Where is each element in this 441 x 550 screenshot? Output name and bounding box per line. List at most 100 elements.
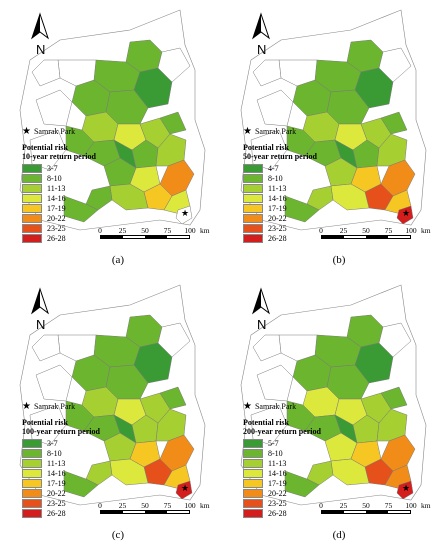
legend-swatch xyxy=(243,508,263,518)
north-arrow: N xyxy=(249,12,273,57)
legend-swatch xyxy=(243,203,263,213)
map-panel-d: ★ N ★ Samrak Park Potential risk 200-year ret… xyxy=(221,275,441,550)
legend-swatch xyxy=(243,458,263,468)
legend-class-label: 14-16 xyxy=(268,193,287,203)
legend-class-label: 11-13 xyxy=(268,183,287,193)
north-label: N xyxy=(36,317,46,332)
samrak-park-legend: ★ Samrak Park xyxy=(22,401,75,412)
legend-entry: 3-7 xyxy=(22,438,100,448)
legend-title: Potential risk xyxy=(243,143,289,152)
legend-entry: 17-19 xyxy=(243,478,321,488)
legend-swatch xyxy=(22,183,42,193)
risk-legend: Potential risk 50-year return period 4-7 8-… xyxy=(243,143,317,243)
map-panel-b: ★ N ★ Samrak Park Potential risk 50-year retu… xyxy=(221,0,441,275)
district-region xyxy=(159,386,187,410)
legend-swatch xyxy=(22,173,42,183)
district-region xyxy=(396,480,414,500)
district-region xyxy=(284,470,320,498)
legend-title: Potential risk xyxy=(22,143,68,152)
legend-swatch xyxy=(243,488,263,498)
star-icon: ★ xyxy=(243,126,252,137)
panel-caption: (d) xyxy=(332,529,346,541)
samrak-park-marker: ★ xyxy=(402,208,410,218)
legend-swatch xyxy=(22,468,42,478)
scale-bar-graphic xyxy=(321,510,411,514)
legend-swatch xyxy=(243,173,263,183)
samrak-park-legend: ★ Samrak Park xyxy=(22,126,75,137)
legend-swatch xyxy=(22,448,42,458)
legend-swatch xyxy=(22,223,42,233)
district-region xyxy=(256,89,294,127)
legend-class-label: 11-13 xyxy=(47,458,66,468)
legend-entry: 14-16 xyxy=(243,193,317,203)
scale-tick-label: 100 xyxy=(405,501,417,510)
district-region xyxy=(380,111,408,135)
legend-class-label: 17-19 xyxy=(47,478,66,488)
scale-tick-label: 25 xyxy=(118,501,127,510)
samrak-park-label: Samrak Park xyxy=(33,402,76,411)
map-panel-c: ★ N ★ Samrak Park Potential risk 100-year ret… xyxy=(0,275,220,550)
samrak-park-label: Samrak Park xyxy=(254,402,297,411)
legend-class-label: 20-22 xyxy=(47,213,66,223)
district-region xyxy=(35,364,73,402)
region-map: ★ xyxy=(19,284,206,506)
scale-tick-label: 100 xyxy=(184,226,196,235)
panel-caption: (b) xyxy=(332,254,346,266)
scale-bar-graphic xyxy=(100,510,190,514)
legend-entry: 8-10 xyxy=(243,448,321,458)
legend-class-label: 20-22 xyxy=(268,213,287,223)
district-region xyxy=(306,460,334,486)
legend-swatch xyxy=(243,183,263,193)
legend-swatch xyxy=(22,508,42,518)
samrak-park-legend: ★ Samrak Park xyxy=(243,401,296,412)
legend-class-label: 17-19 xyxy=(268,203,287,213)
legend-class-label: 23-25 xyxy=(268,223,287,233)
legend-entry: 17-19 xyxy=(243,203,317,213)
scale-unit: km xyxy=(200,226,210,235)
legend-class-label: 14-16 xyxy=(47,468,66,478)
region-map: ★ xyxy=(240,284,427,506)
legend-class-label: 17-19 xyxy=(47,203,66,213)
legend-entry: 11-13 xyxy=(22,183,96,193)
district-region xyxy=(175,480,193,500)
north-label: N xyxy=(257,42,267,57)
legend-class-label: 20-22 xyxy=(47,488,66,498)
panel-caption: (c) xyxy=(111,529,125,541)
legend-entry: 20-22 xyxy=(243,213,317,223)
legend-class-label: 23-25 xyxy=(47,498,66,508)
district-region xyxy=(29,404,67,446)
scale-bar: 0 25 50 75 100 km xyxy=(319,226,431,239)
legend-class-label: 17-19 xyxy=(268,478,287,488)
scale-tick-label: 100 xyxy=(184,501,196,510)
district-region xyxy=(378,322,412,358)
legend-subtitle: 50-year return period xyxy=(243,152,317,161)
legend-subtitle: 100-year return period xyxy=(22,427,100,436)
samrak-park-legend: ★ Samrak Park xyxy=(243,126,296,137)
district-region xyxy=(35,89,73,127)
legend-subtitle: 10-year return period xyxy=(22,152,96,161)
legend-class-label: 23-25 xyxy=(268,498,287,508)
legend-entry: 20-22 xyxy=(22,213,96,223)
scale-tick-label: 75 xyxy=(384,226,393,235)
north-arrow-icon xyxy=(31,287,49,315)
legend-swatch xyxy=(243,438,263,448)
legend-class-label: 14-16 xyxy=(47,193,66,203)
legend-title: Potential risk xyxy=(243,418,289,427)
legend-entry: 26-28 xyxy=(243,508,321,518)
district-region xyxy=(29,129,67,171)
legend-swatch xyxy=(243,223,263,233)
samrak-park-marker: ★ xyxy=(181,208,189,218)
legend-class-label: 8-10 xyxy=(268,448,283,458)
scale-tick-label: 25 xyxy=(339,226,348,235)
legend-entry: 17-19 xyxy=(22,478,100,488)
legend-subtitle: 200-year return period xyxy=(243,427,321,436)
district-region xyxy=(85,185,113,211)
legend-class-label: 4-7 xyxy=(268,163,279,173)
district-region xyxy=(31,59,61,87)
north-arrow: N xyxy=(249,287,273,332)
legend-class-label: 8-10 xyxy=(268,173,283,183)
risk-legend: Potential risk 200-year return period 5-7 8… xyxy=(243,418,321,518)
legend-swatch xyxy=(243,193,263,203)
legend-class-label: 26-28 xyxy=(47,508,66,518)
legend-class-label: 3-7 xyxy=(47,438,58,448)
